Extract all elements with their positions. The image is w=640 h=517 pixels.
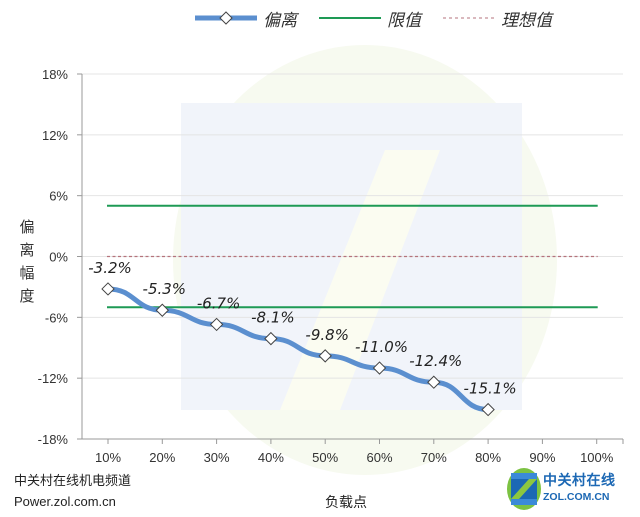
data-label: -8.1% <box>251 309 295 327</box>
y-tick-label: 6% <box>49 189 68 204</box>
data-point-marker <box>427 375 441 389</box>
data-label: -15.1% <box>464 380 517 398</box>
legend-label: 限值 <box>387 10 421 31</box>
source-channel: 中关村在线机电频道 <box>14 473 132 488</box>
x-tick-label: 70% <box>421 450 447 465</box>
axes: 18% 12% 6% 0% -6% -12% -18% 10% 20% 30% 40% 50% 60% 7… <box>38 67 624 465</box>
x-tick-label: 20% <box>149 450 175 465</box>
legend-label: 偏离 <box>263 10 297 31</box>
y-tick-label: -18% <box>38 432 69 447</box>
y-tick-label: -12% <box>38 371 69 386</box>
watermark-logo <box>173 45 557 475</box>
data-label: -3.2% <box>88 259 132 277</box>
data-point-marker <box>209 317 224 332</box>
data-labels: -3.2% -5.3% -6.7% -8.1% -9.8% -11.0%-12.4%-15… <box>88 259 516 398</box>
y-tick-label: 18% <box>42 67 68 82</box>
data-label: -6.7% <box>197 294 241 312</box>
data-point-marker <box>481 402 495 417</box>
zol-z-icon <box>507 468 541 510</box>
x-tick-label: 30% <box>204 450 230 465</box>
data-label: -12.4% <box>409 352 462 370</box>
x-axis-title: 负载点 <box>325 495 367 511</box>
line-marker-icon <box>195 11 257 25</box>
y-tick-label: 0% <box>49 250 68 265</box>
logo-domain-text: ZOL.COM.CN <box>543 491 610 503</box>
series-layer <box>101 204 598 417</box>
legend-label: 理想值 <box>501 10 552 31</box>
x-tick-label: 50% <box>312 450 338 465</box>
legend-item-limit: 限值 <box>319 6 421 31</box>
data-point-marker <box>101 282 115 296</box>
x-tick-label: 80% <box>475 450 501 465</box>
dashed-line-icon <box>443 17 495 19</box>
data-point-marker <box>372 361 387 375</box>
source-url: Power.zol.com.cn <box>14 494 116 509</box>
gridlines <box>82 73 623 379</box>
data-point-marker <box>264 331 278 346</box>
x-tick-label: 60% <box>366 450 392 465</box>
solid-line-icon <box>319 17 381 19</box>
x-tick-label: 90% <box>529 450 555 465</box>
legend: 偏离 限值 理想值 <box>195 6 552 31</box>
source-credit: 中关村在线机电频道 Power.zol.com.cn <box>14 470 131 512</box>
x-tick-label: 10% <box>95 450 121 465</box>
x-tick-label: 40% <box>258 450 284 465</box>
logo-chinese-text: 中关村在线 <box>543 473 616 489</box>
zol-logo: 中关村在线 ZOL.COM.CN <box>507 467 637 512</box>
data-label: -5.3% <box>143 280 187 298</box>
data-point-marker <box>318 349 332 363</box>
data-label: -9.8% <box>305 326 349 344</box>
y-tick-label: 12% <box>42 128 68 143</box>
y-tick-label: -6% <box>45 310 69 325</box>
legend-item-deviation: 偏离 <box>195 6 297 31</box>
legend-item-ideal: 理想值 <box>443 6 552 31</box>
data-label: -11.0% <box>355 338 408 356</box>
x-tick-label: 100% <box>580 450 614 465</box>
y-axis-title: 偏离幅度 <box>19 218 35 305</box>
data-point-marker <box>155 303 170 317</box>
